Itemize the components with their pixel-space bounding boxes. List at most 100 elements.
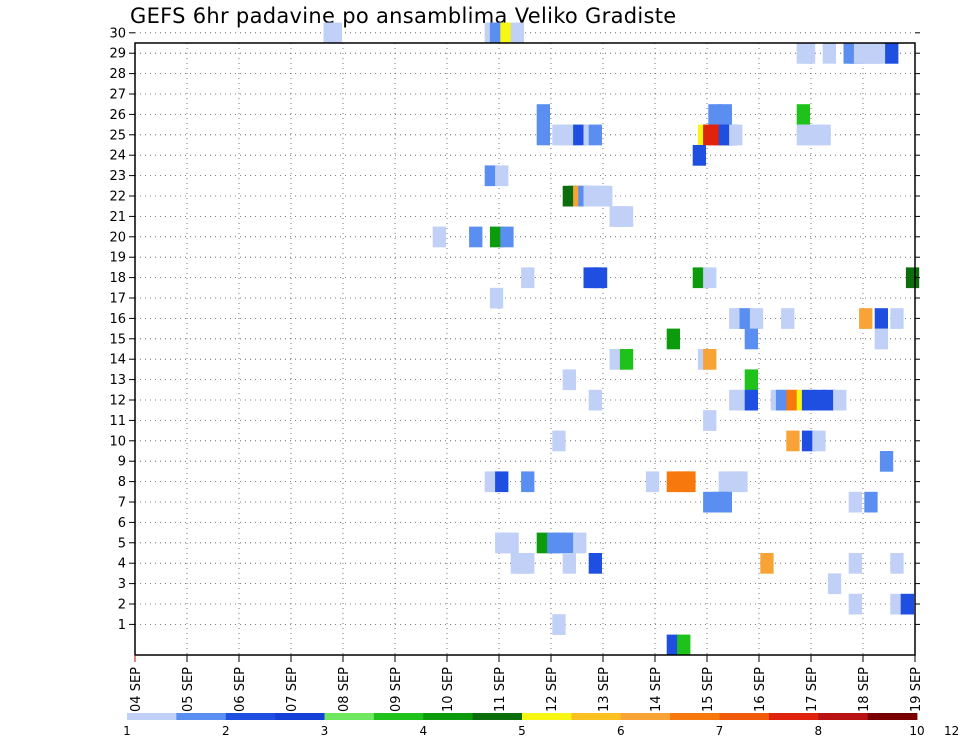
precip-cell bbox=[900, 593, 914, 615]
precip-cell bbox=[744, 389, 758, 411]
legend-label: 4 bbox=[419, 724, 427, 738]
y-tick-label: 8 bbox=[118, 475, 126, 490]
grid-lines bbox=[135, 32, 915, 655]
legend-swatch bbox=[522, 713, 572, 720]
precip-cell bbox=[484, 165, 498, 187]
precip-cell bbox=[536, 104, 550, 125]
y-tick-label: 15 bbox=[109, 332, 126, 347]
precip-cell bbox=[609, 349, 623, 370]
precip-cell bbox=[734, 471, 748, 493]
precip-cell bbox=[619, 206, 634, 227]
legend-swatch bbox=[275, 713, 325, 720]
precip-cell bbox=[874, 308, 888, 329]
x-tick-label: 14 SEP bbox=[649, 667, 664, 712]
precip-cell bbox=[505, 532, 519, 554]
precip-cell bbox=[812, 389, 826, 411]
precip-cell bbox=[484, 471, 498, 493]
y-tick-label: 9 bbox=[118, 455, 126, 470]
precip-cell bbox=[864, 491, 878, 513]
precip-cell bbox=[552, 532, 566, 554]
y-tick-label: 18 bbox=[109, 271, 126, 286]
y-tick-label: 24 bbox=[109, 149, 126, 164]
precip-cell bbox=[739, 308, 753, 329]
precip-cell bbox=[801, 389, 816, 411]
precip-cell bbox=[822, 43, 836, 64]
precip-cell bbox=[692, 267, 706, 289]
legend-swatch bbox=[719, 713, 770, 720]
y-tick-label: 7 bbox=[118, 496, 126, 511]
precip-cell bbox=[495, 165, 509, 187]
precip-cell bbox=[718, 491, 732, 513]
legend-label: 8 bbox=[814, 724, 822, 738]
legend-swatch bbox=[176, 713, 227, 720]
precip-cell bbox=[890, 308, 904, 329]
precip-cell bbox=[817, 124, 831, 146]
precip-cell bbox=[573, 124, 587, 146]
y-tick-label: 30 bbox=[109, 26, 126, 41]
precip-cell bbox=[692, 145, 706, 166]
precip-cell bbox=[588, 389, 602, 411]
x-tick-label: 07 SEP bbox=[285, 667, 300, 712]
x-tick-label: 18 SEP bbox=[857, 667, 872, 712]
x-tick-label: 08 SEP bbox=[337, 667, 352, 712]
legend-swatch bbox=[867, 713, 918, 720]
y-tick-label: 3 bbox=[118, 577, 126, 592]
chart-title: GEFS 6hr padavine po ansamblima Veliko G… bbox=[130, 4, 677, 28]
legend-swatch bbox=[768, 713, 819, 720]
y-tick-label: 23 bbox=[109, 169, 126, 184]
x-tick-label: 19 SEP bbox=[909, 667, 924, 712]
precip-cell bbox=[874, 43, 888, 64]
x-tick-label: 16 SEP bbox=[753, 667, 768, 712]
legend-label: 12 bbox=[944, 724, 959, 738]
y-tick-label: 12 bbox=[109, 394, 126, 409]
precip-cell bbox=[666, 328, 680, 350]
y-tick-label: 27 bbox=[109, 88, 126, 103]
y-tick-label: 11 bbox=[109, 414, 126, 429]
y-tick-label: 16 bbox=[109, 312, 126, 327]
precip-cell bbox=[827, 573, 842, 595]
precip-cell bbox=[536, 532, 550, 554]
legend-swatch bbox=[225, 713, 276, 720]
precip-cell bbox=[833, 389, 847, 411]
precip-cell bbox=[562, 532, 576, 554]
y-tick-label: 1 bbox=[118, 618, 126, 633]
precip-cell bbox=[677, 634, 691, 656]
precip-cell bbox=[562, 553, 576, 574]
legend-label: 3 bbox=[321, 724, 329, 738]
legend-swatch bbox=[818, 713, 869, 720]
legend-label: 6 bbox=[617, 724, 625, 738]
y-tick-label: 26 bbox=[109, 108, 126, 123]
precip-cell bbox=[562, 369, 576, 391]
precip-cell bbox=[801, 430, 816, 452]
precip-cell bbox=[786, 389, 800, 411]
y-tick-label: 25 bbox=[109, 128, 126, 143]
y-axis: 1234567891011121314151617181920212223242… bbox=[109, 26, 920, 633]
x-tick-label: 10 SEP bbox=[441, 667, 456, 712]
precip-cell bbox=[786, 430, 800, 452]
x-tick-label: 09 SEP bbox=[389, 667, 404, 712]
y-tick-label: 5 bbox=[118, 536, 126, 551]
precip-cell bbox=[744, 369, 758, 391]
y-tick-label: 22 bbox=[109, 190, 126, 205]
y-tick-label: 20 bbox=[109, 230, 126, 245]
precip-cell bbox=[822, 389, 836, 411]
precip-cell bbox=[432, 226, 446, 248]
precip-cell bbox=[874, 328, 888, 350]
legend-swatch bbox=[423, 713, 474, 720]
x-tick-label: 13 SEP bbox=[597, 667, 612, 712]
y-tick-label: 21 bbox=[109, 210, 126, 225]
precip-cell bbox=[848, 593, 862, 615]
precip-cell bbox=[848, 553, 862, 574]
precip-cell bbox=[521, 267, 535, 289]
precip-cell bbox=[521, 553, 535, 574]
precip-cell bbox=[749, 308, 764, 329]
x-axis: 04 SEP 05 SEP 06 SEP 07 SEP 08 SEP 09 SEP 10 S… bbox=[129, 655, 924, 712]
legend-swatch bbox=[571, 713, 622, 720]
precip-cell bbox=[599, 185, 613, 207]
y-tick-label: 19 bbox=[109, 251, 126, 266]
precip-cell bbox=[521, 471, 535, 493]
precip-cell bbox=[890, 553, 904, 574]
precip-cell bbox=[859, 308, 873, 329]
precip-cell bbox=[848, 491, 862, 513]
precip-cell bbox=[718, 104, 732, 125]
